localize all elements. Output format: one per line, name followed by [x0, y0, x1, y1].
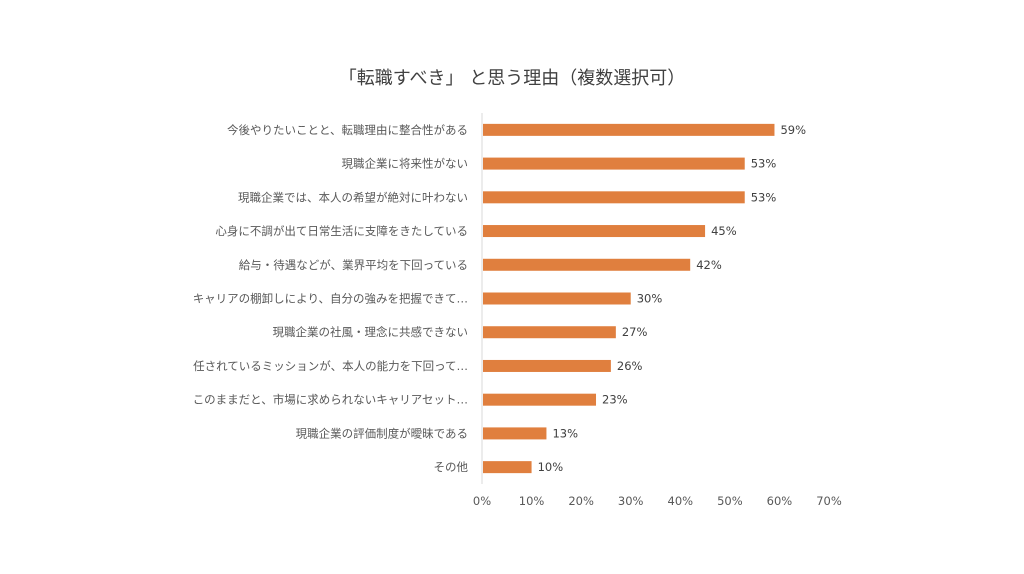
- x-tick-label: 0%: [473, 494, 491, 508]
- bar: [483, 292, 631, 305]
- bar: [483, 191, 745, 204]
- bar: [483, 225, 706, 238]
- data-label: 26%: [617, 359, 643, 373]
- category-label: 現職企業では、本人の希望が絶対に叶わない: [238, 190, 468, 204]
- x-tick-label: 60%: [767, 494, 793, 508]
- bar: [483, 427, 547, 440]
- data-label: 10%: [538, 460, 564, 474]
- category-label: 任されているミッションが、本人の能力を下回って…: [193, 359, 468, 373]
- category-label: 現職企業の社風・理念に共感できない: [273, 325, 469, 339]
- category-label: キャリアの棚卸しにより、自分の強みを把握できて…: [193, 292, 468, 306]
- data-label: 27%: [622, 325, 648, 339]
- data-label: 53%: [751, 157, 777, 171]
- bar: [483, 393, 597, 406]
- x-tick-label: 30%: [618, 494, 644, 508]
- data-label: 53%: [751, 190, 777, 204]
- bar: [483, 359, 611, 372]
- bar: [483, 258, 691, 271]
- category-label: このままだと、市場に求められないキャリアセット…: [193, 393, 468, 407]
- x-tick-label: 70%: [816, 494, 842, 508]
- category-label: 現職企業の評価制度が曖昧である: [296, 426, 468, 440]
- data-label: 13%: [552, 426, 578, 440]
- bar: [483, 157, 745, 170]
- bar: [483, 326, 616, 339]
- data-label: 59%: [780, 123, 806, 137]
- category-label: 今後やりたいことと、転職理由に整合性がある: [227, 123, 468, 137]
- category-label: その他: [434, 460, 469, 474]
- category-label: 給与・待遇などが、業界平均を下回っている: [239, 258, 468, 272]
- data-label: 45%: [711, 224, 737, 238]
- category-label: 心身に不調が出て日常生活に支障をきたしている: [215, 224, 468, 238]
- x-tick-label: 40%: [668, 494, 694, 508]
- data-label: 23%: [602, 393, 628, 407]
- data-label: 42%: [696, 258, 722, 272]
- chart-title: 「転職すべき」 と思う理由（複数選択可）: [338, 68, 686, 89]
- category-label: 現職企業に将来性がない: [342, 157, 469, 171]
- x-tick-label: 10%: [519, 494, 545, 508]
- bar: [483, 461, 532, 474]
- bar: [483, 123, 775, 136]
- data-label: 30%: [637, 292, 663, 306]
- x-tick-label: 20%: [568, 494, 594, 508]
- x-tick-label: 50%: [717, 494, 743, 508]
